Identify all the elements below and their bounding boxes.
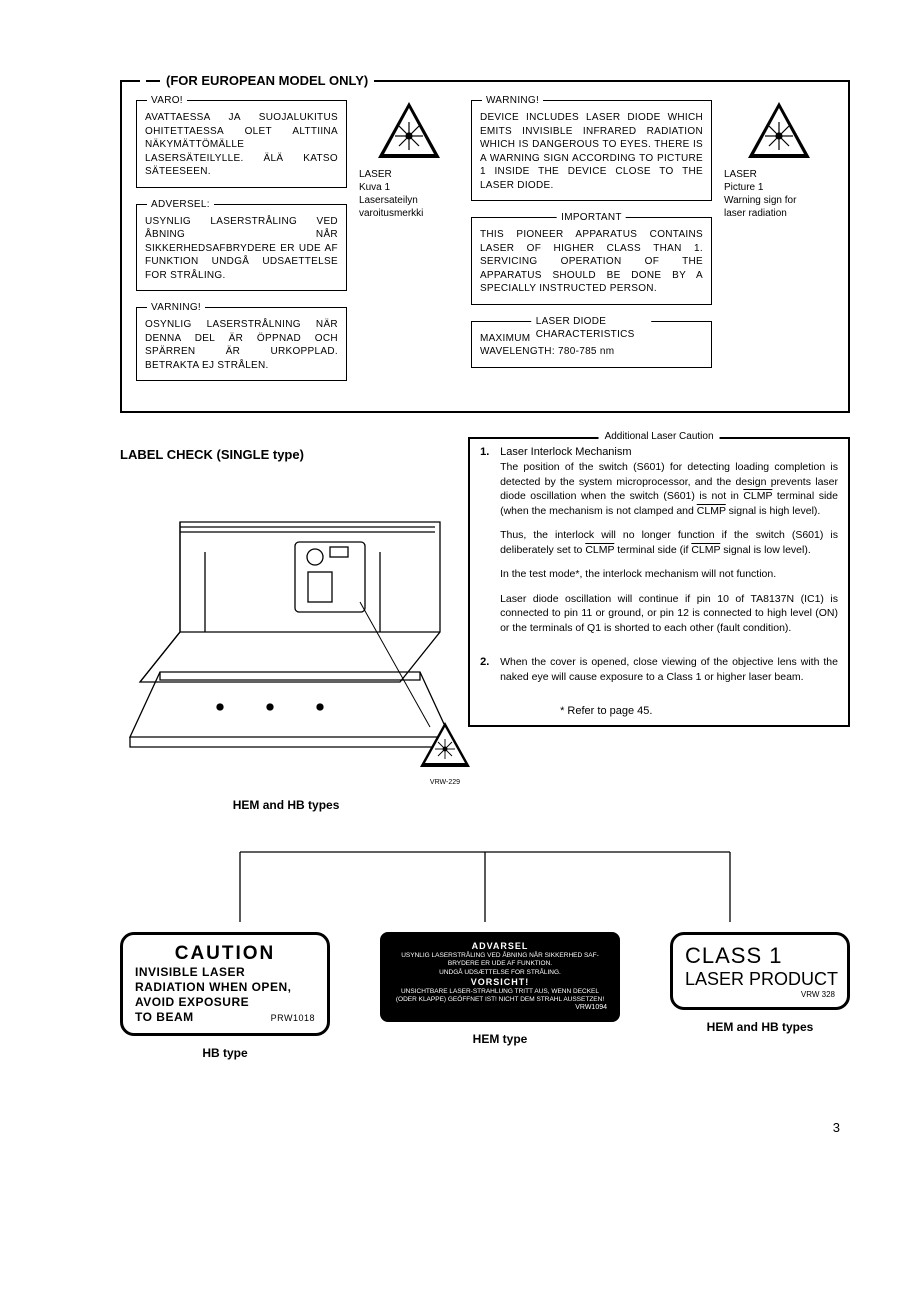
class-code: VRW 328 (685, 990, 835, 999)
hem-h2: VORSICHT! (393, 977, 607, 988)
varo-title: VARO! (147, 94, 187, 108)
additional-laser-caution: Additional Laser Caution 1. Laser Interl… (468, 437, 850, 727)
hem-t1: USYNLIG LASERSTRÅLING VED ÅBNING NÅR SIK… (393, 952, 607, 960)
hb-l1: CAUTION (135, 943, 315, 965)
laser-warning-icon-1 (359, 100, 459, 164)
caution-footnote: * Refer to page 45. (560, 704, 838, 719)
frame-title: (FOR EUROPEAN MODEL ONLY) (140, 73, 374, 88)
warning-box: WARNING! DEVICE INCLUDES LASER DIODE WHI… (471, 100, 712, 201)
char-title: LASER DIODE CHARACTERISTICS (532, 315, 652, 342)
advarsel-label-hem: ADVARSEL USYNLIG LASERSTRÅLING VED ÅBNIN… (380, 932, 620, 1022)
label-check-title: LABEL CHECK (SINGLE type) (120, 447, 452, 462)
icon1-l1: LASER (359, 168, 459, 181)
hem-t2: BRYDERE ER UDE AF FUNKTION. (393, 960, 607, 968)
characteristics-box: LASER DIODE CHARACTERISTICS MAXIMUM OUTP… (471, 321, 712, 368)
adversel-box: ADVERSEL: USYNLIG LASERSTRÅLING VED ÅBNI… (136, 204, 347, 292)
class-l2: LASER PRODUCT (685, 969, 835, 990)
hem-h1: ADVARSEL (393, 941, 607, 952)
varning-text: OSYNLIG LASERSTRÅLNING NÄR DENNA DEL ÄR … (145, 318, 338, 372)
european-model-frame: (FOR EUROPEAN MODEL ONLY) VARO! AVATTAES… (120, 80, 850, 413)
warning-title: WARNING! (482, 94, 543, 108)
item1-head: Laser Interlock Mechanism (500, 445, 838, 460)
item2-num: 2. (480, 655, 494, 694)
varning-title: VARNING! (147, 301, 205, 315)
class-caption: HEM and HB types (670, 1020, 850, 1034)
hem-code: VRW1094 (393, 1004, 607, 1013)
hem-t5: (ODER KLAPPE) GEÖFFNET IST! NICHT DEM ST… (393, 996, 607, 1004)
icon2-l2: Picture 1 (724, 181, 834, 194)
item2-text: When the cover is opened, close viewing … (500, 655, 838, 684)
hb-l5: TO BEAM (135, 1010, 194, 1025)
hem-t3: UNDGÅ UDSÆTTELSE FOR STRÅLING. (393, 969, 607, 977)
label-connector-diagram: CAUTION INVISIBLE LASER RADIATION WHEN O… (120, 842, 850, 1060)
important-text: THIS PIONEER APPARATUS CONTAINS LASER OF… (480, 228, 703, 296)
icon2-l3: Warning sign for (724, 194, 834, 207)
class1-label: CLASS 1 LASER PRODUCT VRW 328 (670, 932, 850, 1010)
icon1-l4: varoitusmerkki (359, 207, 459, 220)
frame-title-text: (FOR EUROPEAN MODEL ONLY) (166, 73, 368, 88)
important-box: IMPORTANT THIS PIONEER APPARATUS CONTAIN… (471, 217, 712, 305)
hb-code: PRW1018 (271, 1013, 315, 1024)
important-title: IMPORTANT (557, 211, 626, 225)
item1-num: 1. (480, 445, 494, 645)
char-l2: WAVELENGTH: 780-785 nm (480, 345, 703, 359)
svg-text:VRW-229: VRW-229 (430, 779, 460, 786)
item1-p4: Laser diode oscillation will continue if… (500, 592, 838, 635)
icon1-l3: Lasersateilyn (359, 194, 459, 207)
hem-t4: UNSICHTBARE LASER-STRAHLUNG TRITT AUS, W… (393, 988, 607, 996)
hb-l4: AVOID EXPOSURE (135, 995, 315, 1010)
adversel-title: ADVERSEL: (147, 198, 214, 212)
adversel-text: USYNLIG LASERSTRÅLING VED ÅBNING NÅR SIK… (145, 215, 338, 283)
warning-text: DEVICE INCLUDES LASER DIODE WHICH EMITS … (480, 111, 703, 192)
icon1-l2: Kuva 1 (359, 181, 459, 194)
laser-warning-icon-2 (724, 100, 834, 164)
varning-box: VARNING! OSYNLIG LASERSTRÅLNING NÄR DENN… (136, 307, 347, 381)
caution-title: Additional Laser Caution (599, 431, 720, 442)
hb-l3: RADIATION WHEN OPEN, (135, 980, 315, 995)
item1-p2: Thus, the interlock will no longer funct… (500, 528, 838, 557)
hem-caption: HEM type (380, 1032, 620, 1046)
hb-caption: HB type (120, 1046, 330, 1060)
cd-tray-diagram: VRW-229 (120, 482, 452, 792)
item1-p1: The position of the switch (S601) for de… (500, 460, 838, 518)
icon2-l4: laser radiation (724, 207, 834, 220)
class-l1: CLASS 1 (685, 943, 835, 969)
caution-label-hb: CAUTION INVISIBLE LASER RADIATION WHEN O… (120, 932, 330, 1036)
icon2-l1: LASER (724, 168, 834, 181)
varo-box: VARO! AVATTAESSA JA SUOJALUKITUS OHITETT… (136, 100, 347, 188)
varo-text: AVATTAESSA JA SUOJALUKITUS OHITETTAESSA … (145, 111, 338, 179)
item1-p3: In the test mode*, the interlock mechani… (500, 567, 838, 581)
page-number: 3 (120, 1120, 850, 1135)
hb-l2: INVISIBLE LASER (135, 965, 315, 980)
